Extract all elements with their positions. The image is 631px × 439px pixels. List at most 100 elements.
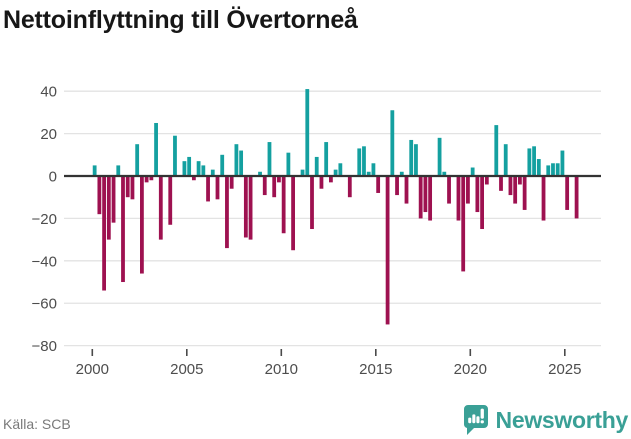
bar-negative xyxy=(456,176,461,221)
bar-positive xyxy=(154,122,158,176)
bar-negative xyxy=(310,176,314,230)
bar-negative xyxy=(418,176,423,219)
x-axis-tick-label: 2015 xyxy=(359,361,392,378)
bar-negative xyxy=(121,176,125,283)
source-note: Källa: SCB xyxy=(3,416,71,432)
bar-negative xyxy=(329,176,333,183)
bar-negative xyxy=(125,176,130,198)
bar-negative xyxy=(225,176,229,249)
bar-negative xyxy=(428,176,433,221)
bar-negative xyxy=(480,176,484,230)
bar-negative xyxy=(522,176,527,210)
bar-positive xyxy=(494,125,499,176)
bar-positive xyxy=(300,169,305,176)
bar-negative xyxy=(565,176,570,210)
bar-negative xyxy=(404,176,409,204)
bar-negative xyxy=(291,176,295,251)
x-axis-tick-label: 2025 xyxy=(548,361,581,378)
newsworthy-logo: Newsworthy xyxy=(463,404,628,436)
bar-negative xyxy=(508,176,513,196)
bar-positive xyxy=(409,139,414,176)
bar-positive xyxy=(470,167,475,176)
newsworthy-bar-chart-bubble-icon xyxy=(463,405,488,435)
bar-negative xyxy=(243,176,248,238)
bar-positive xyxy=(437,137,442,176)
bar-positive xyxy=(267,142,272,176)
bar-positive xyxy=(442,171,447,176)
bar-positive xyxy=(503,144,508,176)
y-axis-tick-label: 20 xyxy=(40,126,57,143)
bar-negative xyxy=(191,176,196,181)
bar-positive xyxy=(324,142,329,176)
x-axis-tick-label: 2005 xyxy=(170,361,203,378)
bar-negative xyxy=(376,176,381,193)
bar-positive xyxy=(182,161,187,176)
y-axis-tick-label: −60 xyxy=(32,296,57,313)
logo-exclamation-dot xyxy=(480,420,484,424)
bar-negative xyxy=(385,176,390,325)
bar-negative xyxy=(149,176,154,181)
bar-positive xyxy=(201,165,206,176)
x-axis-tick-label: 2020 xyxy=(454,361,487,378)
y-axis-tick-label: −80 xyxy=(32,338,57,355)
bar-positive xyxy=(135,144,140,176)
bar-negative xyxy=(466,176,470,204)
x-axis-tick-label: 2010 xyxy=(265,361,298,378)
bar-negative xyxy=(111,176,116,223)
bar-negative xyxy=(518,176,522,185)
bar-negative xyxy=(423,176,428,213)
bar-positive xyxy=(314,156,319,176)
bar-positive xyxy=(338,163,343,176)
bar-negative xyxy=(513,176,518,204)
bar-positive xyxy=(116,165,121,176)
bar-negative xyxy=(272,176,277,198)
bar-positive xyxy=(555,163,560,176)
bar-negative xyxy=(347,176,352,198)
newsworthy-wordmark: Newsworthy xyxy=(495,406,629,433)
bar-positive xyxy=(286,152,291,176)
bar-positive xyxy=(173,135,177,176)
bar-positive xyxy=(305,89,310,176)
bar-negative xyxy=(140,176,144,274)
bar-negative xyxy=(102,176,106,291)
bar-negative xyxy=(206,176,210,202)
bar-positive xyxy=(414,144,418,176)
logo-bar-2 xyxy=(471,414,475,424)
bar-positive xyxy=(333,169,338,176)
y-axis-tick-label: −40 xyxy=(32,253,57,270)
bar-positive xyxy=(187,156,192,176)
bar-positive xyxy=(239,150,244,176)
bar-positive xyxy=(362,146,366,176)
bar-negative xyxy=(281,176,286,234)
bar-positive xyxy=(551,163,555,176)
logo-bubble-shape xyxy=(463,405,488,435)
bar-negative xyxy=(130,176,135,200)
bar-positive xyxy=(546,165,551,176)
bar-negative xyxy=(97,176,102,215)
bar-negative xyxy=(277,176,281,183)
bar-negative xyxy=(541,176,546,221)
bar-negative xyxy=(447,176,451,204)
bar-negative xyxy=(319,176,324,189)
bar-negative xyxy=(262,176,267,196)
bar-negative xyxy=(144,176,149,183)
bar-positive xyxy=(258,171,262,176)
bar-positive xyxy=(210,169,215,176)
bar-positive xyxy=(366,171,371,176)
bar-negative xyxy=(574,176,579,219)
bar-negative xyxy=(168,176,173,225)
y-axis-tick-label: −20 xyxy=(32,211,57,228)
bar-positive xyxy=(560,150,565,176)
bar-positive xyxy=(357,148,362,176)
bar-positive xyxy=(532,146,536,176)
bar-negative xyxy=(158,176,163,240)
bar-positive xyxy=(371,163,376,176)
bar-positive xyxy=(234,144,239,176)
bar-negative xyxy=(215,176,220,200)
bar-negative xyxy=(229,176,234,189)
bar-negative xyxy=(499,176,503,191)
y-axis-tick-label: 40 xyxy=(40,84,57,101)
bar-positive xyxy=(390,110,395,176)
